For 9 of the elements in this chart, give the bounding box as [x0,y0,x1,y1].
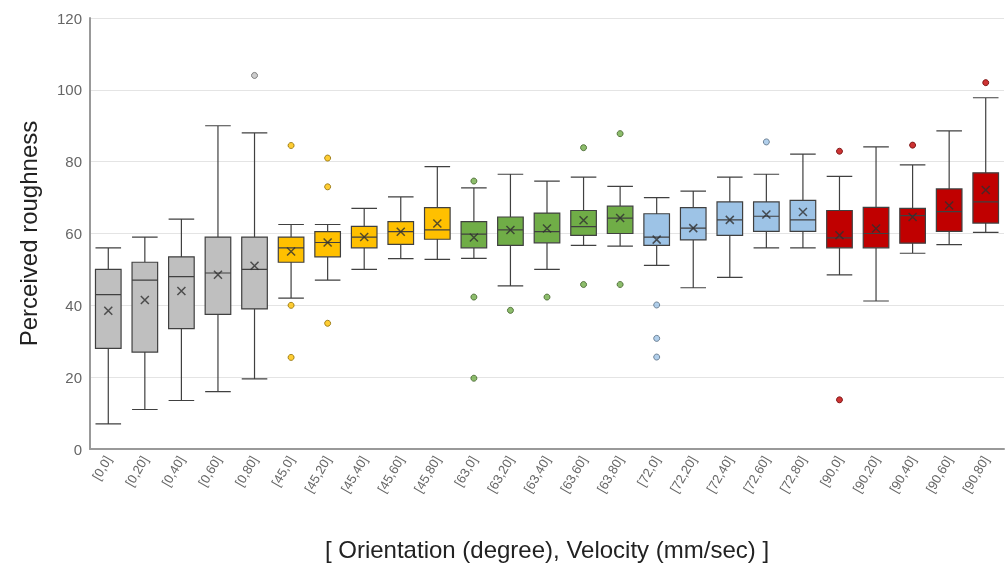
y-tick-label: 120 [56,9,82,27]
y-tick-label: 80 [65,153,82,171]
y-tick-label: 0 [73,440,82,458]
y-tick-label: 40 [65,296,82,314]
x-axis-title: [ Orientation (degree), Velocity (mm/sec) ] [324,535,770,563]
y-tick-label: 60 [65,225,82,242]
y-tick-label: 100 [56,81,82,99]
y-tick-label: 20 [65,368,82,386]
y-axis-title: Perceived roughness [14,120,42,347]
